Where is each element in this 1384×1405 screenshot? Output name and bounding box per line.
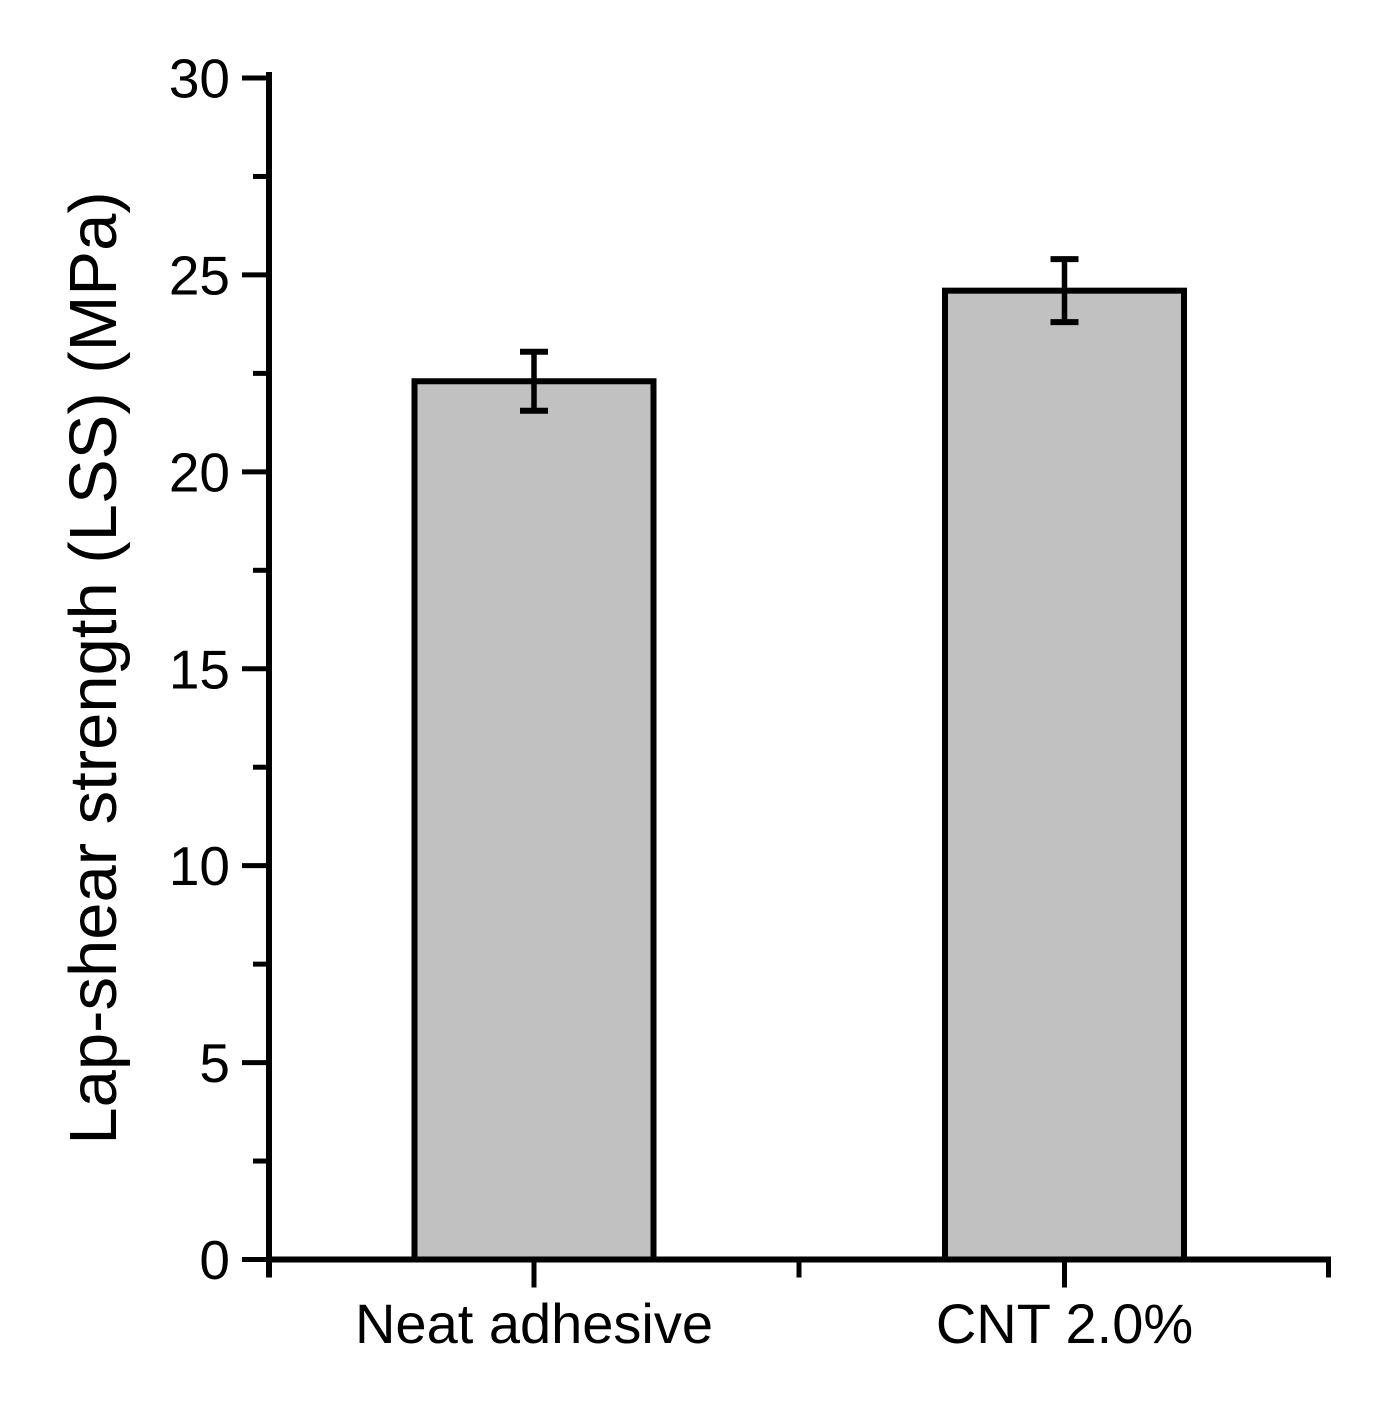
y-tick-label-5: 5 xyxy=(199,1032,230,1094)
y-tick-label-15: 15 xyxy=(169,638,230,700)
y-tick-label-30: 30 xyxy=(169,48,230,110)
y-axis-title: Lap-shear strength (LSS) (MPa) xyxy=(56,191,131,1144)
y-tick-label-0: 0 xyxy=(199,1229,230,1291)
y-tick-label-20: 20 xyxy=(169,441,230,503)
x-category-label-cnt-2-0: CNT 2.0% xyxy=(936,1292,1193,1355)
bar-neat-adhesive xyxy=(411,378,657,1263)
x-category-label-neat-adhesive: Neat adhesive xyxy=(355,1292,713,1355)
y-tick-label-10: 10 xyxy=(169,835,230,897)
bar-cnt-2-0 xyxy=(942,287,1187,1263)
y-tick-label-25: 25 xyxy=(169,244,230,306)
